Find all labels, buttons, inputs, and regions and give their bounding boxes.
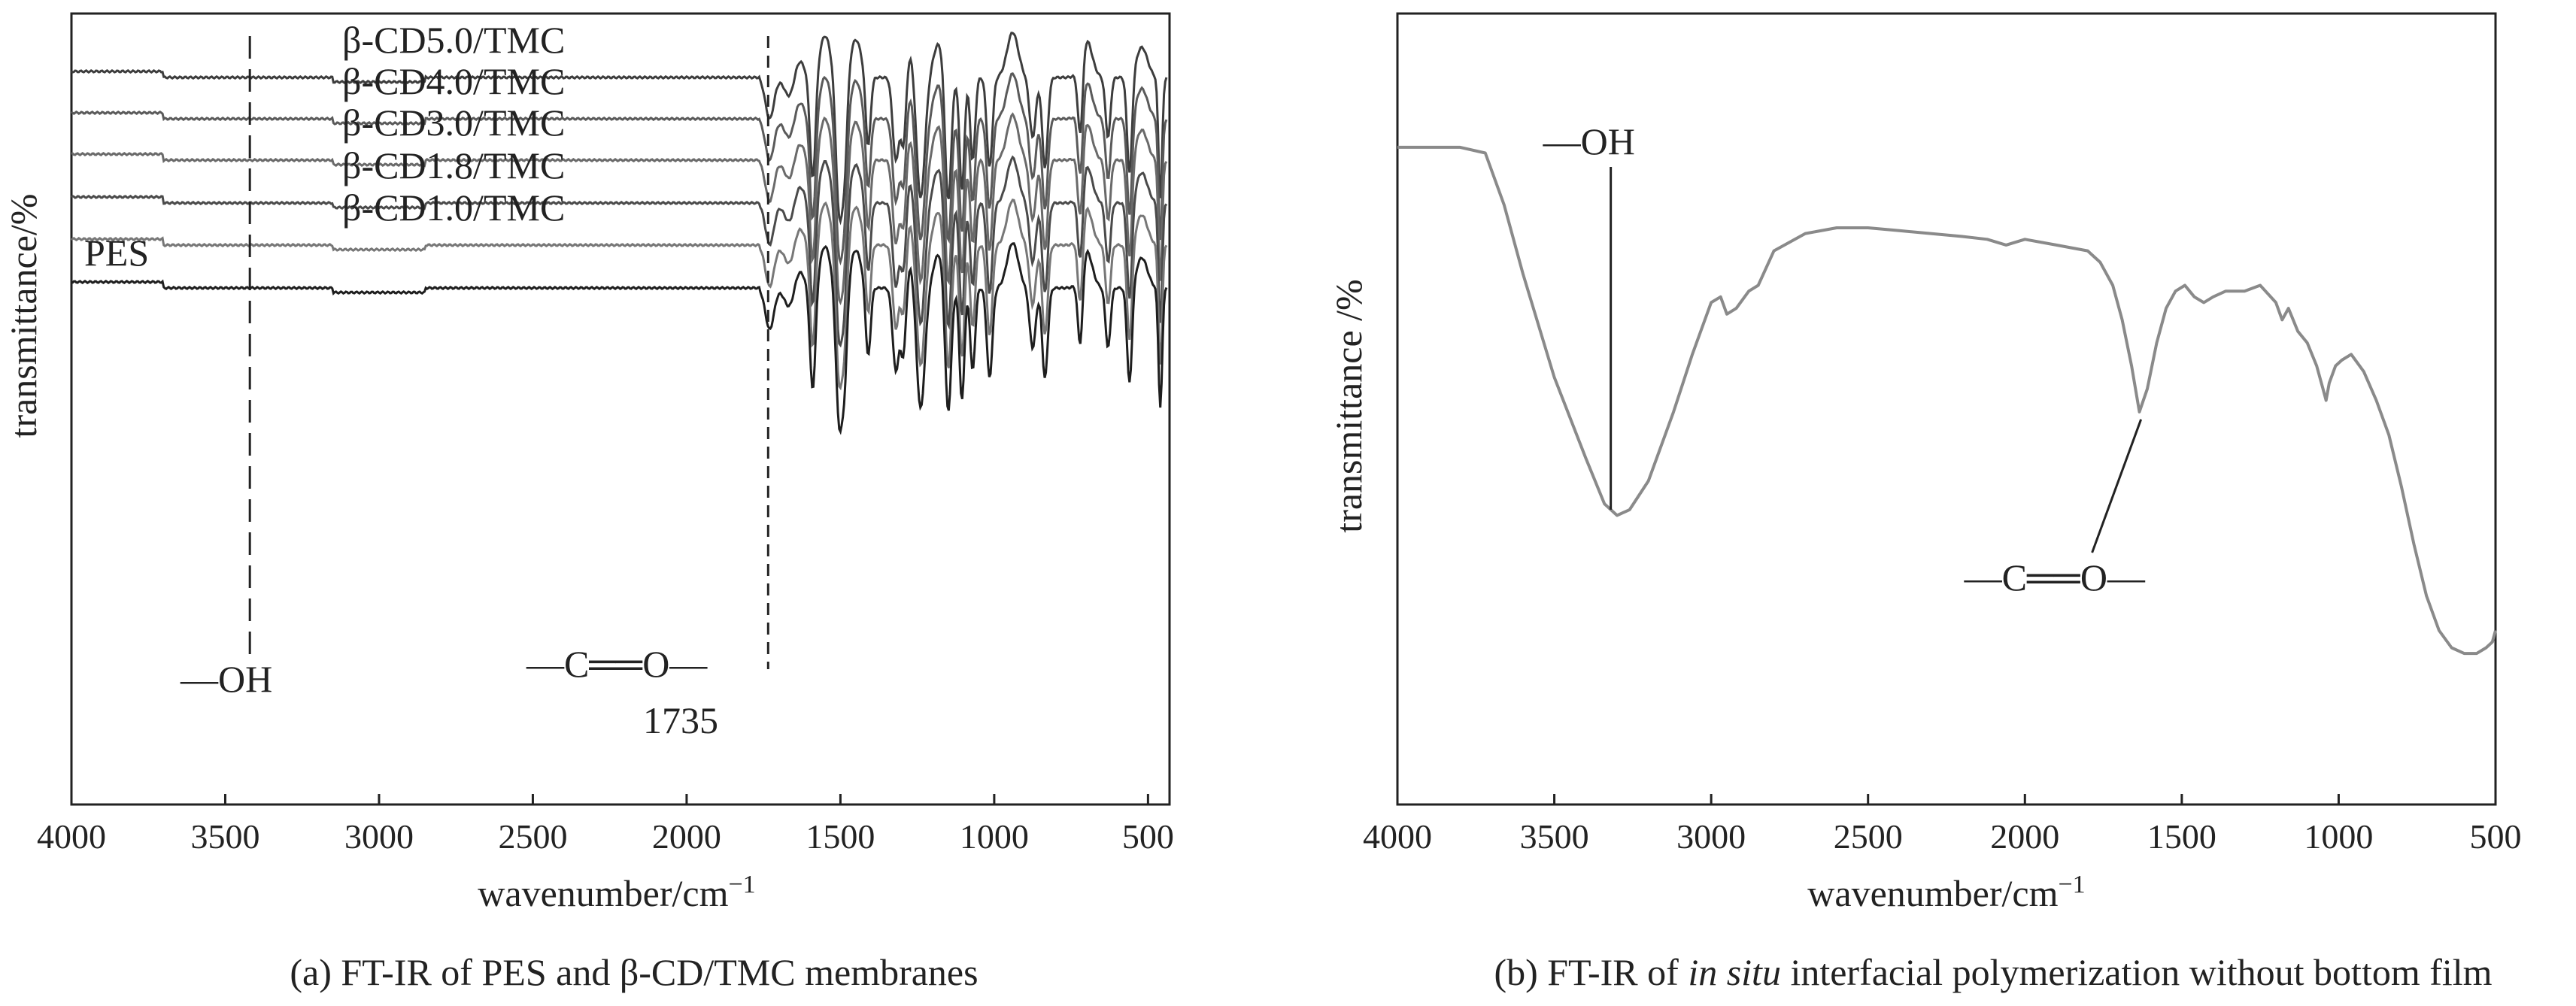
- panel-b-co-label: —C══O—: [1964, 556, 2146, 598]
- panel-a-y-axis-label: transmittance/%: [2, 194, 44, 438]
- panel-a-x-tick-label: 3000: [344, 817, 414, 856]
- panel-b-x-tick-label: 500: [2470, 817, 2522, 856]
- panel-b-y-axis-label: transmittance /%: [1327, 279, 1370, 532]
- panel-b-x-tick-label: 1500: [2147, 817, 2216, 856]
- panel-b-co-leader: [2091, 419, 2143, 553]
- panel-a-series-label: β-CD1.0/TMC: [342, 186, 565, 229]
- panel-a-annotations: —OH —C══O— 1735: [180, 36, 769, 741]
- panel-b-oh-label: —OH: [1543, 120, 1635, 162]
- panel-a-series: β-CD5.0/TMCβ-CD4.0/TMCβ-CD3.0/TMCβ-CD1.8…: [70, 19, 1168, 435]
- panel-a-series-line: [70, 32, 1168, 226]
- panel-a-x-tick-label: 4000: [37, 817, 106, 856]
- panel-b-x-tick-label: 4000: [1363, 817, 1432, 856]
- panel-a-series-line: [71, 72, 1168, 266]
- panel-a-series-line: [71, 112, 1168, 306]
- panel-b-x-ticks: 4000 3500 3000 2500 2000 1500 1000 500: [1363, 794, 2522, 856]
- panel-b-caption: (b) FT-IR of in situ interfacial polymer…: [1494, 951, 2492, 993]
- panel-b-series: [1397, 145, 2497, 656]
- panel-a-plot-frame: [70, 12, 1171, 806]
- panel-a-co-value: 1735: [643, 699, 718, 741]
- panel-b-plot-frame: [1396, 12, 2497, 806]
- panel-a-x-tick-label: 3500: [190, 817, 259, 856]
- panel-a-x-tick-label: 1000: [960, 817, 1029, 856]
- panel-b-x-tick-label: 2000: [1990, 817, 2059, 856]
- panel-a-series-label: PES: [84, 232, 149, 274]
- panel-a-co-label: —C══O—: [526, 643, 708, 685]
- panel-a-series-label: β-CD5.0/TMC: [342, 19, 565, 61]
- panel-a-series-line: [71, 155, 1168, 348]
- panel-a-x-tick-label: 500: [1122, 817, 1174, 856]
- panel-a-series-label: β-CD1.8/TMC: [342, 144, 565, 186]
- panel-a-series-label: β-CD3.0/TMC: [342, 102, 565, 144]
- panel-b-x-tick-label: 1000: [2304, 817, 2373, 856]
- panel-a-oh-label: —OH: [180, 658, 272, 700]
- panel-a-series-label: β-CD4.0/TMC: [342, 60, 565, 102]
- panel-a-x-axis-label: wavenumber/cm−1: [478, 871, 755, 914]
- panel-a-caption: (a) FT-IR of PES and β-CD/TMC membranes: [290, 951, 978, 993]
- panel-a-x-ticks: 4000 3500 3000 2500 2000 1500 1000 500: [37, 794, 1174, 856]
- panel-b-annotations: —OH —C══O—: [1543, 120, 2146, 598]
- panel-a-x-tick-label: 2500: [498, 817, 567, 856]
- panel-a-x-tick-label: 2000: [652, 817, 721, 856]
- panel-a-series-line: [70, 198, 1168, 391]
- panel-b-x-tick-label: 3500: [1520, 817, 1589, 856]
- panel-a-series-line: [71, 242, 1168, 435]
- panel-b-x-tick-label: 3000: [1676, 817, 1746, 856]
- panel-b-spectrum-line: [1397, 145, 2497, 656]
- panel-b-x-axis-label: wavenumber/cm−1: [1807, 871, 2085, 914]
- panel-b-x-tick-label: 2500: [1834, 817, 1903, 856]
- panel-a-x-tick-label: 1500: [806, 817, 875, 856]
- panel-b: 4000 3500 3000 2500 2000 1500 1000 500 —OH —C══O…: [1327, 12, 2522, 993]
- panel-a: 4000 3500 3000 2500 2000 1500 1000 500 β-CD5.0/…: [2, 12, 1174, 993]
